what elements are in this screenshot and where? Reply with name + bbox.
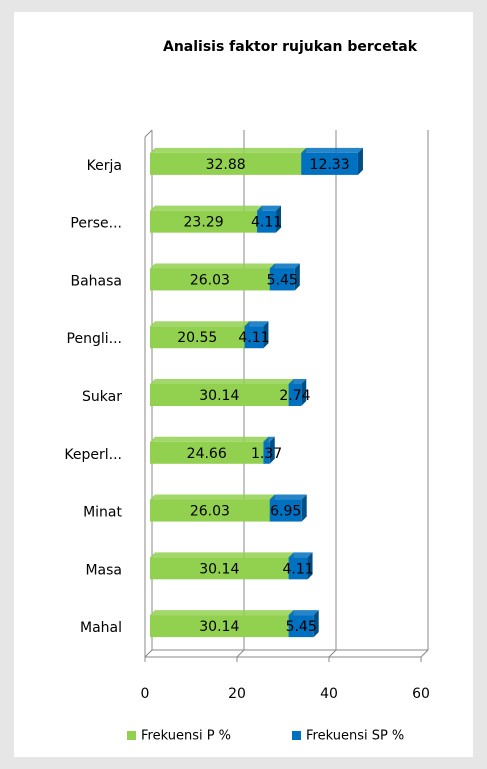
bar-top: [150, 494, 275, 500]
bar: [150, 499, 270, 522]
x-tick-label: 40: [320, 686, 338, 702]
data-label: 5.45: [267, 272, 298, 288]
bar-top: [150, 610, 294, 616]
bar-side: [301, 379, 307, 406]
data-label: 1.37: [251, 446, 282, 462]
data-label: 24.66: [187, 446, 227, 462]
bar-side: [294, 263, 300, 291]
bar: [244, 326, 264, 349]
bar-side: [269, 436, 275, 464]
grid-line: [420, 130, 429, 658]
bar: [150, 615, 289, 638]
data-label: 30.14: [199, 388, 239, 404]
x-tick-label: 20: [228, 686, 246, 702]
bar-top: [150, 321, 250, 327]
legend-swatch: [292, 731, 301, 740]
bar-top: [150, 552, 294, 558]
wall-edge: [144, 129, 153, 138]
bar-top: [244, 321, 269, 327]
data-label: 32.88: [206, 157, 246, 173]
bar: [288, 557, 308, 580]
legend-label: Frekuensi P %: [141, 729, 231, 744]
bar: [150, 557, 289, 580]
bar-side: [263, 321, 269, 349]
y-tick-label: Keperl...: [64, 447, 122, 463]
bar-top: [288, 610, 319, 616]
x-tick-label: 60: [412, 686, 430, 702]
data-label: 26.03: [190, 272, 230, 288]
bar: [288, 615, 314, 638]
bar: [150, 210, 258, 233]
bar-top: [150, 379, 294, 384]
chart-title: Analisis faktor rujukan bercetak: [163, 39, 418, 55]
bar: [269, 499, 302, 522]
data-label: 30.14: [199, 619, 239, 635]
y-tick-label: Kerja: [87, 158, 122, 174]
x-tick-label: 0: [141, 686, 150, 702]
data-label: 4.11: [251, 215, 282, 231]
legend-label: Frekuensi SP %: [306, 729, 404, 744]
bar-top: [269, 263, 300, 269]
grid-line: [328, 130, 337, 658]
bar: [257, 210, 277, 233]
bar: [301, 152, 358, 175]
bar: [269, 268, 295, 291]
bar-side: [313, 610, 319, 638]
y-tick-label: Perse...: [70, 216, 122, 232]
bar: [263, 441, 270, 464]
bar-side: [357, 147, 363, 175]
grid-line: [144, 130, 153, 658]
y-tick-label: Minat: [83, 505, 122, 521]
data-label: 4.11: [238, 330, 269, 346]
bar: [150, 268, 270, 291]
bar-top: [301, 147, 363, 153]
y-tick-label: Pengli...: [67, 331, 122, 347]
legend-swatch: [127, 731, 136, 740]
bar-top: [150, 263, 275, 269]
bar: [150, 441, 264, 464]
bar-top: [150, 147, 307, 153]
bar-top: [150, 205, 263, 211]
data-label: 4.11: [283, 561, 314, 577]
bar-side: [301, 494, 307, 522]
bar: [150, 152, 302, 175]
y-tick-label: Mahal: [80, 620, 122, 636]
bar-top: [288, 379, 307, 384]
bar: [288, 384, 302, 406]
data-label: 30.14: [199, 561, 239, 577]
data-label: 6.95: [270, 504, 301, 520]
y-tick-label: Masa: [85, 562, 122, 578]
bar-side: [307, 552, 313, 580]
bar-top: [269, 494, 307, 500]
bar-top: [257, 205, 282, 211]
data-label: 20.55: [177, 330, 217, 346]
data-label: 23.29: [184, 215, 224, 231]
bar-side: [276, 205, 282, 233]
y-tick-label: Sukar: [82, 389, 122, 405]
data-label: 5.45: [286, 619, 317, 635]
bar: [150, 384, 289, 406]
y-tick-label: Bahasa: [70, 273, 122, 289]
data-label: 26.03: [190, 504, 230, 520]
bar-top: [150, 436, 269, 442]
bar-top: [263, 436, 275, 442]
data-label: 12.33: [310, 157, 350, 173]
bar: [150, 326, 245, 349]
data-label: 2.74: [279, 388, 310, 404]
bar-top: [288, 552, 313, 558]
grid-line: [236, 130, 245, 658]
